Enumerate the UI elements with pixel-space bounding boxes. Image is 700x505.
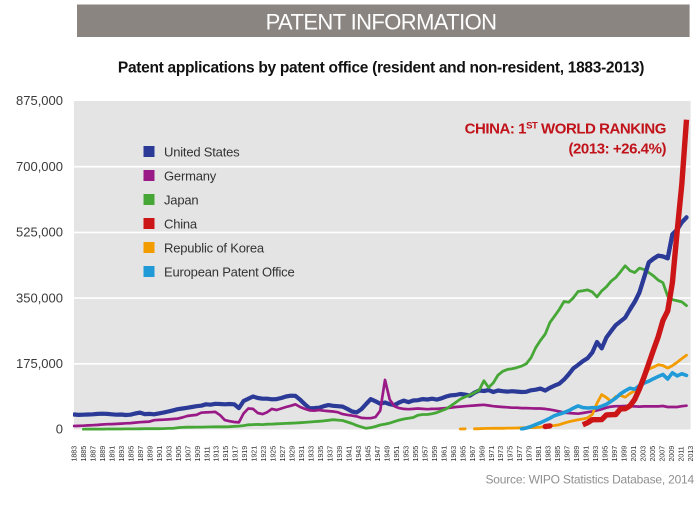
svg-text:China: China xyxy=(164,216,198,231)
svg-text:1989: 1989 xyxy=(572,446,581,462)
svg-text:1911: 1911 xyxy=(202,446,211,461)
svg-text:1943: 1943 xyxy=(354,446,363,462)
svg-text:1961: 1961 xyxy=(439,446,448,462)
svg-text:1977: 1977 xyxy=(515,446,524,462)
svg-text:350,000: 350,000 xyxy=(16,290,63,305)
svg-text:1917: 1917 xyxy=(231,446,240,462)
svg-text:1923: 1923 xyxy=(259,446,268,462)
svg-text:1927: 1927 xyxy=(278,446,287,462)
svg-text:1909: 1909 xyxy=(193,446,202,462)
svg-text:2005: 2005 xyxy=(648,446,657,462)
svg-text:1985: 1985 xyxy=(553,446,562,462)
svg-text:1887: 1887 xyxy=(89,446,98,462)
svg-text:(2013: +26.4%): (2013: +26.4%) xyxy=(568,141,666,158)
svg-text:1899: 1899 xyxy=(145,446,154,462)
svg-text:1969: 1969 xyxy=(477,446,486,462)
svg-text:1975: 1975 xyxy=(506,446,515,462)
svg-text:CHINA: 1ST WORLD RANKING: CHINA: 1ST WORLD RANKING xyxy=(465,120,666,138)
svg-text:1947: 1947 xyxy=(373,446,382,462)
svg-text:875,000: 875,000 xyxy=(16,93,63,108)
svg-text:Republic of Korea: Republic of Korea xyxy=(164,240,265,255)
svg-text:United States: United States xyxy=(164,144,240,159)
svg-text:1949: 1949 xyxy=(382,446,391,462)
svg-text:1901: 1901 xyxy=(155,446,164,462)
svg-text:1905: 1905 xyxy=(174,446,183,462)
svg-text:0: 0 xyxy=(56,422,63,437)
svg-text:1945: 1945 xyxy=(364,446,373,462)
svg-text:1959: 1959 xyxy=(430,446,439,462)
svg-text:1895: 1895 xyxy=(126,446,135,462)
svg-text:1937: 1937 xyxy=(326,446,335,462)
svg-text:1997: 1997 xyxy=(610,446,619,462)
svg-text:175,000: 175,000 xyxy=(16,356,63,371)
svg-text:1897: 1897 xyxy=(136,446,145,462)
svg-text:1987: 1987 xyxy=(563,446,572,462)
svg-text:1931: 1931 xyxy=(297,446,306,462)
svg-text:1955: 1955 xyxy=(411,446,420,462)
svg-text:1995: 1995 xyxy=(601,446,610,462)
svg-text:1891: 1891 xyxy=(107,446,116,462)
svg-text:1963: 1963 xyxy=(449,446,458,462)
svg-text:1915: 1915 xyxy=(221,446,230,462)
svg-text:1941: 1941 xyxy=(345,446,354,462)
svg-text:2013: 2013 xyxy=(686,446,695,462)
svg-text:2001: 2001 xyxy=(629,446,638,462)
svg-text:1999: 1999 xyxy=(620,446,629,462)
svg-text:1967: 1967 xyxy=(468,446,477,462)
svg-text:525,000: 525,000 xyxy=(16,225,63,240)
svg-text:1919: 1919 xyxy=(240,446,249,462)
svg-text:2003: 2003 xyxy=(639,446,648,462)
svg-text:1951: 1951 xyxy=(392,446,401,462)
svg-text:1921: 1921 xyxy=(250,446,259,462)
svg-text:Patent applications by patent: Patent applications by patent office (re… xyxy=(118,60,644,77)
svg-text:1983: 1983 xyxy=(544,446,553,462)
svg-text:1913: 1913 xyxy=(212,446,221,462)
svg-text:1981: 1981 xyxy=(534,446,543,462)
svg-text:1889: 1889 xyxy=(98,446,107,462)
svg-text:1957: 1957 xyxy=(420,446,429,462)
svg-text:1893: 1893 xyxy=(117,446,126,462)
svg-text:1933: 1933 xyxy=(307,446,316,462)
svg-text:1991: 1991 xyxy=(582,446,591,462)
svg-text:1925: 1925 xyxy=(269,446,278,462)
svg-text:PATENT INFORMATION: PATENT INFORMATION xyxy=(266,10,497,35)
svg-text:Source: WIPO Statistics Databa: Source: WIPO Statistics Database, 2014 xyxy=(486,473,695,487)
svg-text:2009: 2009 xyxy=(667,446,676,462)
svg-text:1993: 1993 xyxy=(591,446,600,462)
svg-text:1885: 1885 xyxy=(79,446,88,462)
svg-text:European Patent Office: European Patent Office xyxy=(164,264,295,279)
svg-text:700,000: 700,000 xyxy=(16,159,63,174)
svg-text:1883: 1883 xyxy=(70,446,79,462)
svg-text:1939: 1939 xyxy=(335,446,344,462)
svg-text:Germany: Germany xyxy=(164,168,217,183)
svg-text:2011: 2011 xyxy=(676,446,685,461)
svg-text:1903: 1903 xyxy=(164,446,173,462)
svg-text:2007: 2007 xyxy=(658,446,667,462)
svg-text:1971: 1971 xyxy=(487,446,496,462)
svg-text:1965: 1965 xyxy=(458,446,467,462)
svg-text:Japan: Japan xyxy=(164,192,198,207)
svg-text:1935: 1935 xyxy=(316,446,325,462)
svg-text:1953: 1953 xyxy=(401,446,410,462)
svg-text:1973: 1973 xyxy=(496,446,505,462)
svg-text:1929: 1929 xyxy=(288,446,297,462)
svg-text:1979: 1979 xyxy=(525,446,534,462)
svg-text:1907: 1907 xyxy=(183,446,192,462)
